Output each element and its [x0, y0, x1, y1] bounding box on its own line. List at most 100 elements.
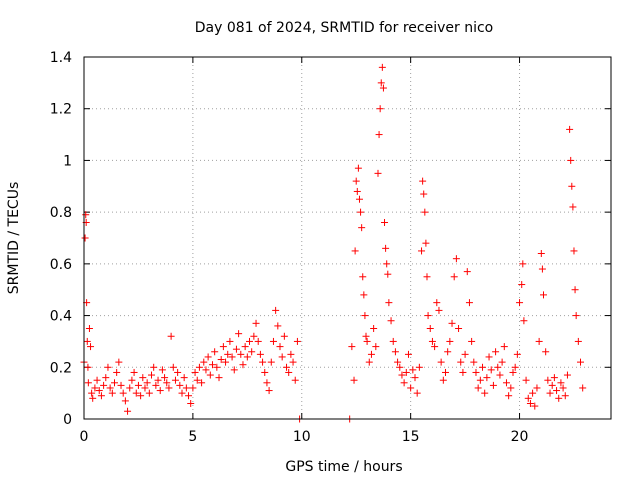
data-point: [533, 384, 541, 392]
data-point: [496, 371, 504, 379]
data-point: [385, 299, 393, 307]
data-point: [377, 79, 385, 87]
data-point: [174, 368, 182, 376]
data-point: [250, 332, 258, 340]
data-point: [550, 374, 558, 382]
data-point: [485, 353, 493, 361]
data-point: [402, 368, 410, 376]
x-tick-label: 0: [80, 429, 89, 445]
data-point: [398, 371, 406, 379]
x-tick-label: 5: [188, 429, 197, 445]
data-point: [102, 374, 110, 382]
data-point: [413, 389, 421, 397]
data-point: [522, 376, 530, 384]
data-point: [570, 247, 578, 255]
data-point: [354, 164, 362, 172]
data-point: [248, 348, 256, 356]
data-point: [359, 273, 367, 281]
data-point: [526, 399, 534, 407]
data-point: [415, 363, 423, 371]
data-point: [470, 358, 478, 366]
data-point: [511, 363, 519, 371]
data-point: [426, 325, 434, 332]
data-point: [362, 332, 370, 340]
data-point: [259, 358, 267, 366]
data-point: [152, 381, 160, 389]
y-tick-label: 0.8: [50, 205, 72, 221]
data-point: [81, 234, 89, 242]
data-point: [568, 182, 576, 190]
data-point: [280, 332, 288, 340]
data-point: [411, 374, 419, 382]
data-point: [224, 350, 232, 358]
data-point: [217, 356, 225, 364]
data-point: [544, 376, 552, 384]
tick-marks: [83, 56, 611, 420]
data-point: [452, 255, 460, 263]
data-point: [455, 325, 463, 332]
data-point: [500, 343, 508, 351]
data-point: [457, 358, 465, 366]
data-point: [130, 368, 138, 376]
data-point: [143, 379, 151, 387]
data-point: [494, 363, 502, 371]
data-point: [274, 322, 282, 330]
data-point: [360, 291, 368, 299]
data-point: [91, 384, 99, 392]
data-point: [379, 84, 387, 92]
data-point: [577, 358, 585, 366]
data-point: [83, 337, 91, 345]
data-point: [516, 299, 524, 307]
data-point: [404, 350, 412, 358]
data-point: [195, 363, 203, 371]
data-point: [108, 389, 116, 397]
data-point: [450, 273, 458, 281]
data-point: [463, 268, 471, 276]
data-point: [472, 368, 480, 376]
data-point: [204, 353, 212, 361]
x-tick-label: 15: [402, 429, 420, 445]
data-point: [235, 330, 243, 338]
data-point: [507, 384, 515, 392]
data-point: [272, 306, 280, 314]
data-point: [351, 247, 359, 255]
data-point: [254, 337, 262, 345]
data-point: [182, 384, 190, 392]
data-point: [97, 392, 105, 400]
data-point: [524, 394, 532, 402]
data-point: [381, 218, 389, 226]
data-point: [88, 389, 96, 397]
data-point: [291, 376, 299, 384]
data-point: [156, 387, 164, 395]
data-point: [561, 392, 569, 400]
data-point: [87, 343, 95, 351]
data-point: [489, 381, 497, 389]
data-point: [232, 345, 240, 353]
data-point: [119, 389, 127, 397]
data-point: [219, 343, 227, 351]
data-point: [367, 350, 375, 358]
data-point: [439, 376, 447, 384]
data-point: [505, 392, 513, 400]
data-point: [363, 337, 371, 345]
data-point: [358, 224, 366, 232]
data-point: [542, 348, 550, 356]
data-point: [481, 389, 489, 397]
data-point: [418, 247, 426, 255]
data-point: [370, 325, 378, 332]
data-point: [574, 337, 582, 345]
data-point: [178, 389, 186, 397]
data-point: [100, 381, 108, 389]
data-point: [167, 332, 175, 340]
data-point: [293, 337, 301, 345]
data-point: [389, 337, 397, 345]
data-point: [191, 368, 199, 376]
data-point: [230, 366, 238, 374]
data-point: [498, 358, 506, 366]
y-tick-label: 1.2: [50, 102, 72, 118]
data-point: [267, 358, 275, 366]
data-point: [348, 343, 356, 351]
y-tick-label: 0.6: [50, 257, 72, 273]
data-point: [461, 350, 469, 358]
